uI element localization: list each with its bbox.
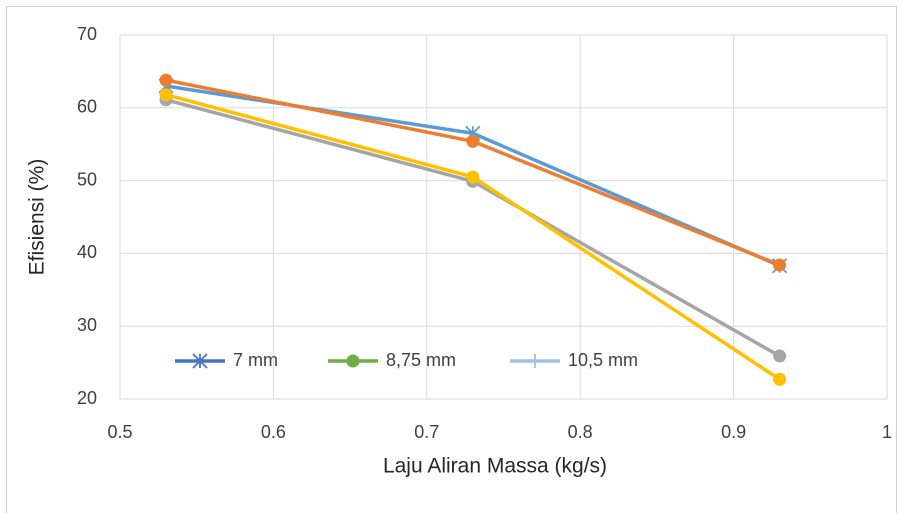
- y-tick-label: 30: [77, 315, 97, 335]
- legend-label: 10,5 mm: [568, 350, 638, 370]
- x-tick-label: 1: [882, 422, 892, 442]
- legend-label: 7 mm: [233, 350, 278, 370]
- y-axis-title: Efisiensi (%): [26, 159, 49, 276]
- legend-marker: [346, 354, 360, 368]
- legend-marker: [192, 353, 208, 369]
- x-tick-label: 0.5: [107, 422, 132, 442]
- y-tick-label: 70: [77, 24, 97, 44]
- legend-marker: [528, 354, 542, 368]
- data-point: [466, 134, 480, 148]
- x-axis-title: Laju Aliran Massa (kg/s): [383, 455, 607, 478]
- x-tick-label: 0.7: [414, 422, 439, 442]
- y-tick-label: 20: [77, 388, 97, 408]
- data-point: [466, 170, 480, 184]
- y-tick-label: 50: [77, 169, 97, 189]
- legend-label: 8,75 mm: [386, 350, 456, 370]
- chart-border: [6, 6, 897, 513]
- data-point: [159, 73, 173, 87]
- data-point: [773, 258, 787, 272]
- y-tick-label: 40: [77, 242, 97, 262]
- data-point: [159, 88, 173, 102]
- x-tick-label: 0.8: [568, 422, 593, 442]
- x-tick-label: 0.6: [261, 422, 286, 442]
- x-tick-label: 0.9: [721, 422, 746, 442]
- data-point: [773, 372, 787, 386]
- y-tick-label: 60: [77, 97, 97, 117]
- data-point: [773, 349, 787, 363]
